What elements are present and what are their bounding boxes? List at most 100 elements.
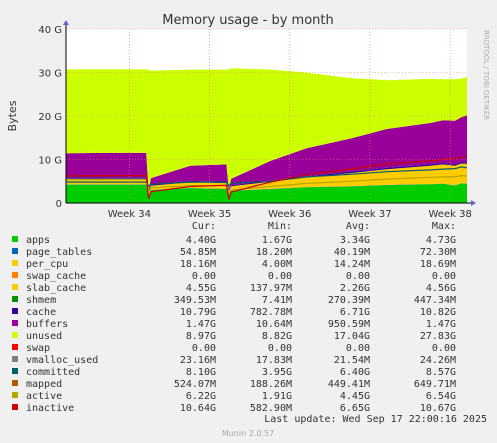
legend-avg-swap: 0.00 bbox=[346, 343, 370, 354]
legend-swatch-buffers bbox=[12, 320, 18, 326]
legend-max-active: 6.54G bbox=[426, 391, 456, 402]
area-cache bbox=[66, 115, 467, 193]
legend-cur-slab_cache: 4.55G bbox=[186, 283, 216, 294]
legend-swatch-committed bbox=[12, 368, 18, 374]
legend-name-per_cpu: per_cpu bbox=[26, 259, 68, 270]
x-axis-arrow bbox=[471, 200, 476, 206]
legend-max-vmalloc_used: 24.26M bbox=[420, 355, 456, 366]
legend-cur-committed: 8.10G bbox=[186, 367, 216, 378]
legend-swatch-swap_cache bbox=[12, 272, 18, 278]
y-axis-label: Bytes bbox=[6, 100, 19, 131]
legend-header: Min: bbox=[268, 221, 292, 232]
legend-cur-vmalloc_used: 23.16M bbox=[180, 355, 216, 366]
legend-name-page_tables: page_tables bbox=[26, 247, 92, 258]
y-tick-label: 30 G bbox=[38, 69, 62, 80]
legend-avg-slab_cache: 2.26G bbox=[340, 283, 370, 294]
y-tick-label: 0 bbox=[56, 199, 62, 210]
legend-swatch-per_cpu bbox=[12, 260, 18, 266]
legend-max-unused: 27.83G bbox=[420, 331, 456, 342]
chart-title: Memory usage - by month bbox=[162, 13, 333, 28]
legend-swatch-mapped bbox=[12, 380, 18, 386]
legend-avg-apps: 3.34G bbox=[340, 235, 370, 246]
legend-swatch-vmalloc_used bbox=[12, 356, 18, 362]
legend-cur-per_cpu: 18.16M bbox=[180, 259, 216, 270]
grid-lines bbox=[66, 28, 467, 203]
legend-min-per_cpu: 4.00M bbox=[262, 259, 292, 270]
legend-min-swap_cache: 0.00 bbox=[268, 271, 292, 282]
legend-avg-buffers: 950.59M bbox=[328, 319, 370, 330]
legend-cur-mapped: 524.07M bbox=[174, 379, 216, 390]
legend-swatch-swap bbox=[12, 344, 18, 350]
rrdtool-label: RRDTOOL / TOBI OETIKER bbox=[482, 30, 490, 120]
legend-min-swap: 0.00 bbox=[268, 343, 292, 354]
legend-swatch-unused bbox=[12, 332, 18, 338]
legend-header: Avg: bbox=[346, 221, 370, 232]
x-tick-label: Week 34 bbox=[108, 209, 151, 220]
legend-swatch-inactive bbox=[12, 404, 18, 410]
legend-name-shmem: shmem bbox=[26, 295, 56, 306]
legend-name-cache: cache bbox=[26, 307, 56, 318]
legend-avg-cache: 6.71G bbox=[340, 307, 370, 318]
legend-swatch-active bbox=[12, 392, 18, 398]
axes: 0 10 G 20 G 30 G 40 G Week 34 Week 35 Week 36 We… bbox=[38, 20, 476, 220]
legend-swatch-slab_cache bbox=[12, 284, 18, 290]
legend-name-slab_cache: slab_cache bbox=[26, 283, 86, 294]
area-unused bbox=[66, 68, 467, 190]
x-tick-label: Week 38 bbox=[429, 209, 472, 220]
x-tick-label: Week 36 bbox=[268, 209, 311, 220]
legend-name-buffers: buffers bbox=[26, 319, 68, 330]
legend-avg-shmem: 270.39M bbox=[328, 295, 370, 306]
legend-avg-active: 4.45G bbox=[340, 391, 370, 402]
legend-header: Cur: bbox=[192, 221, 216, 232]
legend-max-page_tables: 72.30M bbox=[420, 247, 456, 258]
legend-cur-page_tables: 54.85M bbox=[180, 247, 216, 258]
legend-min-inactive: 582.90M bbox=[250, 403, 292, 414]
legend-cur-active: 6.22G bbox=[186, 391, 216, 402]
legend-max-apps: 4.73G bbox=[426, 235, 456, 246]
legend-name-swap: swap bbox=[26, 343, 50, 354]
legend-min-unused: 8.82G bbox=[262, 331, 292, 342]
legend-name-unused: unused bbox=[26, 331, 62, 342]
y-tick-label: 40 G bbox=[38, 25, 62, 36]
legend-max-shmem: 447.34M bbox=[414, 295, 456, 306]
x-tick-label: Week 35 bbox=[188, 209, 231, 220]
legend-name-apps: apps bbox=[26, 235, 50, 246]
legend-swatch-shmem bbox=[12, 296, 18, 302]
legend-min-slab_cache: 137.97M bbox=[250, 283, 292, 294]
legend-name-inactive: inactive bbox=[26, 403, 74, 414]
legend-cur-buffers: 1.47G bbox=[186, 319, 216, 330]
x-tick-label: Week 37 bbox=[348, 209, 391, 220]
y-axis-arrow bbox=[63, 20, 69, 25]
legend-max-mapped: 649.71M bbox=[414, 379, 456, 390]
legend-max-committed: 8.57G bbox=[426, 367, 456, 378]
footer-last-update: Last update: Wed Sep 17 22:00:16 2025 bbox=[264, 414, 487, 425]
legend-avg-unused: 17.04G bbox=[334, 331, 370, 342]
line-committed bbox=[66, 166, 468, 187]
legend-swatch-apps bbox=[12, 236, 18, 242]
legend-avg-mapped: 449.41M bbox=[328, 379, 370, 390]
legend-cur-unused: 8.97G bbox=[186, 331, 216, 342]
legend-min-cache: 782.78M bbox=[250, 307, 292, 318]
y-tick-label: 10 G bbox=[38, 156, 62, 167]
legend-swatch-page_tables bbox=[12, 248, 18, 254]
legend-name-committed: committed bbox=[26, 367, 80, 378]
legend-cur-apps: 4.40G bbox=[186, 235, 216, 246]
legend-max-swap: 0.00 bbox=[432, 343, 456, 354]
legend-max-inactive: 10.67G bbox=[420, 403, 456, 414]
legend-min-buffers: 10.64M bbox=[256, 319, 292, 330]
legend-name-vmalloc_used: vmalloc_used bbox=[26, 355, 98, 366]
legend-max-swap_cache: 0.00 bbox=[432, 271, 456, 282]
area-apps bbox=[66, 183, 467, 203]
area-page_tables bbox=[66, 183, 467, 196]
legend-name-active: active bbox=[26, 391, 62, 402]
legend-min-active: 1.91G bbox=[262, 391, 292, 402]
legend-cur-inactive: 10.64G bbox=[180, 403, 216, 414]
legend-avg-page_tables: 40.19M bbox=[334, 247, 370, 258]
legend-cur-swap_cache: 0.00 bbox=[192, 271, 216, 282]
legend-swatch-cache bbox=[12, 308, 18, 314]
legend-min-mapped: 188.26M bbox=[250, 379, 292, 390]
legend-avg-vmalloc_used: 21.54M bbox=[334, 355, 370, 366]
legend-min-committed: 3.95G bbox=[262, 367, 292, 378]
legend-max-slab_cache: 4.56G bbox=[426, 283, 456, 294]
